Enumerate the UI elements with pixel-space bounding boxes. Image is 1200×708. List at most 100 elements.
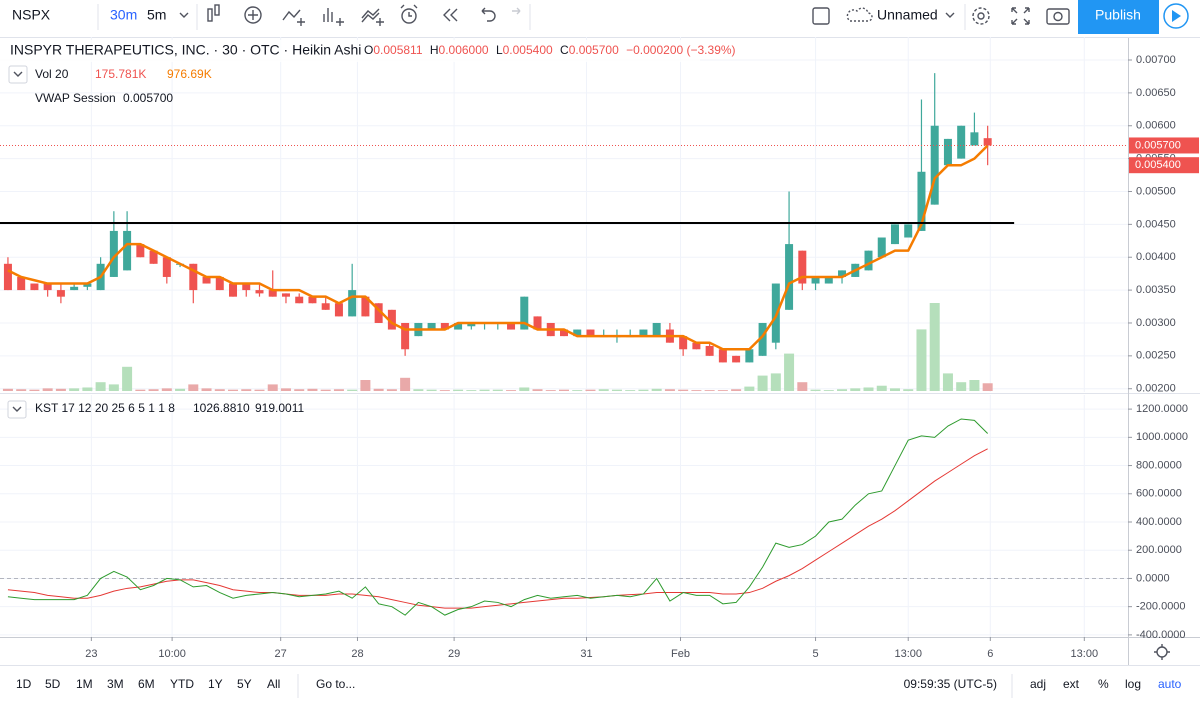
range-button[interactable]: 6M <box>138 677 155 691</box>
range-button[interactable]: 5Y <box>237 677 252 691</box>
adj-toggle[interactable]: adj <box>1030 677 1046 691</box>
volume-bar <box>532 389 543 391</box>
y-tick-label: 0.00700 <box>1136 54 1176 66</box>
candle-body <box>189 263 198 291</box>
volume-bar <box>956 382 967 391</box>
candle-body <box>268 290 277 297</box>
candle-body <box>334 303 343 317</box>
volume-bar <box>453 389 464 391</box>
dropdown-icon[interactable] <box>179 12 189 18</box>
volume-bar <box>850 388 861 391</box>
volume-bar <box>744 386 755 391</box>
kst-line <box>7 418 989 616</box>
volume-bar <box>810 389 821 391</box>
candle-body <box>838 270 847 277</box>
range-button[interactable]: YTD <box>170 677 194 691</box>
volume-bar <box>228 389 239 391</box>
interval-button[interactable]: 5m <box>147 7 166 23</box>
volume-bar <box>559 389 569 391</box>
clock[interactable]: 09:59:35 (UTC-5) <box>904 677 997 691</box>
chevron-icon[interactable] <box>13 71 23 77</box>
volume-bar <box>797 382 808 391</box>
volume-ma-value: 976.69K <box>167 67 212 81</box>
volume-bar <box>267 384 278 391</box>
range-button[interactable]: 5D <box>45 677 61 691</box>
chevron-icon[interactable] <box>12 406 22 412</box>
settings-icon[interactable] <box>972 7 990 25</box>
volume-bar <box>691 390 702 391</box>
candle-body <box>957 125 966 159</box>
interval-button[interactable]: 30m <box>110 7 137 23</box>
y-tick-label: 400.0000 <box>1136 516 1182 528</box>
candle-body <box>586 329 595 337</box>
candle-body <box>798 250 807 284</box>
volume-bar <box>889 388 900 391</box>
volume-bar <box>294 389 305 391</box>
alert-icon[interactable] <box>400 4 418 24</box>
ext-toggle[interactable]: ext <box>1063 677 1080 691</box>
percent-toggle[interactable]: % <box>1098 677 1109 691</box>
compare-icon[interactable] <box>282 9 305 26</box>
candle-body <box>202 276 211 284</box>
y-tick-label: 800.0000 <box>1136 459 1182 471</box>
play-button[interactable] <box>1163 3 1189 29</box>
range-button[interactable]: 3M <box>107 677 124 691</box>
publish-button[interactable] <box>1078 0 1159 34</box>
candle-body <box>943 138 952 166</box>
select-checkbox[interactable] <box>812 7 830 25</box>
goto-button[interactable]: Go to... <box>316 677 355 691</box>
redo-icon[interactable] <box>512 7 521 15</box>
ohlc-key: H <box>430 43 439 57</box>
chart-type-icon[interactable] <box>207 4 220 22</box>
volume-bar <box>651 388 662 391</box>
x-tick-label: 5 <box>812 648 818 660</box>
main-legend: INSPYR THERAPEUTICS, INC. · 30 · OTC · H… <box>0 40 736 105</box>
range-button[interactable]: All <box>267 677 280 691</box>
vwap-value: 0.005700 <box>123 91 173 105</box>
indicators-icon[interactable] <box>244 6 262 24</box>
collapse-button[interactable] <box>8 65 28 84</box>
volume-bar <box>717 390 728 391</box>
volume-bar <box>175 388 186 391</box>
fullscreen-icon[interactable] <box>1011 7 1030 25</box>
volume-bar <box>823 390 834 391</box>
volume-bar <box>598 389 609 391</box>
candle-body <box>361 296 370 317</box>
axis-settings-icon[interactable] <box>1154 644 1170 660</box>
volume-bar <box>784 353 795 391</box>
range-button[interactable]: 1D <box>16 677 32 691</box>
volume-bar <box>122 366 133 391</box>
volume-bar <box>55 388 66 391</box>
templates-icon[interactable] <box>361 8 384 26</box>
candle-body <box>454 322 463 330</box>
y-tick-label: -200.0000 <box>1136 601 1186 613</box>
range-button[interactable]: 1Y <box>208 677 223 691</box>
bars-icon[interactable] <box>323 8 344 26</box>
dropdown-icon[interactable] <box>945 12 955 18</box>
symbol-title: INSPYR THERAPEUTICS, INC. · 30 · OTC · H… <box>10 42 361 58</box>
range-button[interactable]: 1M <box>76 677 93 691</box>
replay-icon[interactable] <box>443 8 458 22</box>
log-toggle[interactable]: log <box>1125 677 1141 691</box>
candle-body <box>718 349 727 363</box>
volume-bar <box>333 389 344 391</box>
undo-icon[interactable] <box>481 7 496 22</box>
auto-toggle[interactable]: auto <box>1158 677 1182 691</box>
layout-name[interactable]: Unnamed <box>877 7 938 23</box>
candle-body <box>758 322 767 356</box>
volume-bar <box>638 389 649 391</box>
y-tick-label: 0.00200 <box>1136 383 1176 395</box>
candle-body <box>162 257 171 277</box>
volume-bar <box>731 389 742 391</box>
volume-title: Vol 20 <box>35 67 69 81</box>
candle-body <box>520 296 529 330</box>
y-tick-label: 200.0000 <box>1136 544 1182 556</box>
candle-body <box>811 276 820 284</box>
y-tick-label: -400.0000 <box>1136 629 1186 641</box>
publish-label[interactable]: Publish <box>1095 7 1141 23</box>
snapshot-icon[interactable] <box>1046 8 1070 25</box>
collapse-button[interactable] <box>7 400 27 419</box>
symbol[interactable]: NSPX <box>12 7 51 23</box>
candle-body <box>705 345 714 356</box>
